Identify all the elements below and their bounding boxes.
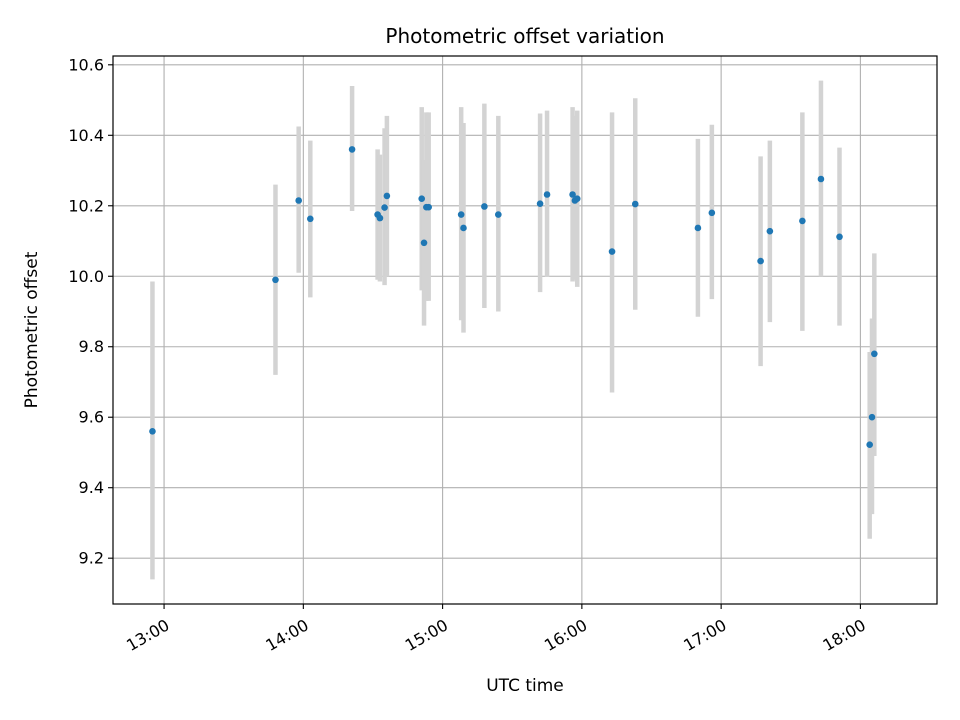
- data-point: [631, 200, 639, 208]
- y-tick-label: 10.4: [68, 126, 104, 145]
- y-tick-label: 9.4: [79, 478, 104, 497]
- plot-area-frame: [112, 55, 938, 605]
- data-point: [481, 203, 488, 210]
- data-point: [383, 192, 391, 200]
- data-point: [306, 215, 314, 223]
- data-point: [799, 217, 806, 225]
- data-point: [418, 195, 426, 203]
- y-tick-label: 10.0: [68, 267, 104, 286]
- x-axis-label: UTC time: [486, 676, 564, 696]
- data-point: [149, 428, 156, 435]
- data-point: [608, 248, 616, 255]
- data-point: [868, 413, 876, 421]
- data-point: [425, 203, 432, 211]
- data-point: [836, 233, 843, 241]
- data-point: [536, 200, 544, 207]
- data-point: [420, 239, 428, 247]
- data-point: [543, 191, 551, 198]
- chart-title: Photometric offset variation: [385, 24, 664, 48]
- data-point: [495, 211, 502, 218]
- data-point: [573, 195, 581, 203]
- y-tick-label: 10.2: [68, 196, 104, 215]
- y-tick-label: 9.6: [79, 408, 104, 427]
- data-point: [694, 224, 702, 232]
- data-point: [457, 211, 465, 218]
- data-point: [766, 227, 774, 235]
- data-point: [866, 441, 873, 449]
- data-point: [757, 257, 764, 265]
- data-point: [817, 175, 825, 183]
- data-point: [569, 191, 576, 198]
- data-point: [871, 350, 878, 358]
- data-point: [708, 209, 716, 217]
- y-axis-label: Photometric offset: [22, 251, 42, 408]
- data-point: [272, 276, 279, 284]
- data-points: [149, 146, 878, 449]
- y-tick-label: 9.8: [79, 337, 104, 356]
- data-point: [348, 146, 356, 153]
- data-point: [460, 224, 467, 232]
- data-point: [381, 204, 388, 211]
- y-tick-label: 10.6: [68, 55, 104, 74]
- grid-lines: [113, 56, 937, 604]
- data-point: [376, 214, 384, 222]
- y-tick-label: 9.2: [79, 549, 104, 568]
- data-point: [295, 197, 302, 204]
